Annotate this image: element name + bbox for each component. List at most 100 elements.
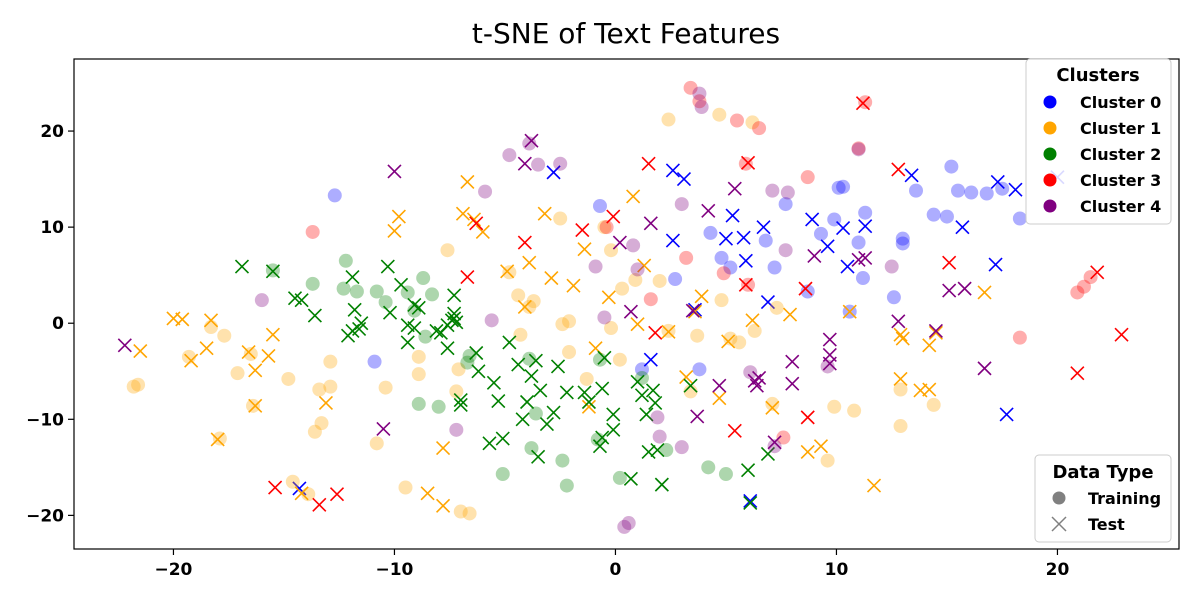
cluster-1-training-point <box>230 366 245 381</box>
cluster-0-training-point <box>692 362 707 377</box>
cluster-1-training-point <box>555 317 570 332</box>
x-tick-label: −10 <box>375 560 413 580</box>
cluster-1-training-point <box>712 107 727 122</box>
cluster-1-training-point <box>411 367 426 382</box>
cluster-2-training-point <box>305 276 320 291</box>
cluster-4-training-point <box>630 262 645 277</box>
cluster-0-training-point <box>714 250 729 265</box>
cluster-0-training-point <box>855 271 870 286</box>
cluster-1-training-point <box>769 300 784 315</box>
cluster-1-test-point <box>694 289 709 304</box>
cluster-0-test-point <box>955 220 970 235</box>
cluster-4-training-point <box>254 293 269 308</box>
cluster-0-training-point <box>944 159 959 174</box>
cluster-2-test-point <box>471 364 486 379</box>
cluster-0-training-point <box>851 235 866 250</box>
legend-clusters-box <box>1025 58 1172 225</box>
cluster-2-test-point <box>654 477 669 492</box>
cluster-4-training-point <box>765 183 780 198</box>
cluster-4-test-point <box>517 156 532 171</box>
cluster-0-training-point <box>758 233 773 248</box>
cluster-2-test-point <box>645 383 661 398</box>
cluster-1-test-point <box>175 312 190 327</box>
cluster-3-test-point <box>648 325 663 340</box>
cluster-0-test-point <box>736 230 751 245</box>
cluster-4-training-point <box>484 313 499 328</box>
cluster-3-test-point <box>641 156 656 171</box>
cluster-1-test-point <box>842 304 857 319</box>
cluster-1-training-point <box>615 281 630 296</box>
cluster-2-test-point <box>449 315 464 330</box>
cluster-4-training-point <box>502 148 517 163</box>
cluster-0-test-point <box>836 221 851 236</box>
cluster-2-test-point <box>524 368 539 384</box>
cluster-2-test-point <box>683 378 698 393</box>
cluster-2-test-point <box>531 449 546 464</box>
cluster-1-test-point <box>745 313 760 328</box>
cluster-2-training-point <box>612 470 627 485</box>
cluster-2-test-point <box>502 335 517 350</box>
cluster-0-training-point <box>723 260 738 275</box>
cluster-4-test-point <box>807 248 822 264</box>
cluster-1-test-point <box>517 299 532 314</box>
cluster-1-training-point <box>453 504 468 519</box>
cluster-1-test-point <box>248 398 263 413</box>
cluster-3-training-point <box>800 170 815 185</box>
cluster-1-test-point <box>977 285 992 300</box>
cluster-1-training-point <box>323 379 338 394</box>
cluster-3-training-point <box>683 80 698 95</box>
cluster-1-training-point <box>747 323 762 338</box>
cluster-2-test-point <box>533 383 548 398</box>
cluster-0-training-point <box>1012 211 1027 226</box>
cluster-2-test-point <box>400 335 415 350</box>
cluster-3-training-point <box>716 266 731 281</box>
cluster-2-training-point <box>718 467 733 482</box>
cluster-1-training-point <box>212 431 227 446</box>
cluster-3-test-point <box>855 96 871 111</box>
cluster-1-test-point <box>630 317 645 332</box>
cluster-4-training-point <box>694 100 709 115</box>
cluster-2-test-point <box>469 345 484 361</box>
cluster-0-training-point <box>813 226 828 241</box>
cluster-3-test-point <box>312 497 327 512</box>
cluster-4-training-point <box>674 440 689 455</box>
x-tick-label: 0 <box>610 560 622 580</box>
cluster-1-test-point <box>241 344 256 360</box>
cluster-4-training-point <box>851 142 866 157</box>
x-tick-label: −20 <box>154 560 192 580</box>
cluster-4-test-point <box>623 304 638 319</box>
cluster-3-test-point <box>800 410 815 425</box>
cluster-1-training-point <box>628 272 643 287</box>
legend-clusters-entries: Cluster 0 Cluster 1 Cluster 2 Cluster 3 Clus… <box>1043 93 1161 216</box>
chart-title: t-SNE of Text Features <box>472 17 780 50</box>
cluster-4-training-point <box>674 197 689 212</box>
cluster-0-training-point <box>909 183 924 198</box>
cluster-3-test-point <box>738 277 753 292</box>
cluster-1-test-point <box>893 371 908 387</box>
cluster-1-test-point <box>387 223 402 239</box>
cluster-2-test-point <box>630 374 645 389</box>
cluster-1-test-point <box>318 395 334 411</box>
cluster-2-test-point <box>648 395 663 411</box>
cluster-1-training-point <box>204 320 219 335</box>
cluster-0-test-point <box>546 165 561 180</box>
cluster-1-training-point <box>246 398 261 413</box>
cluster-0-training-point <box>836 179 851 194</box>
cluster-3-test-point <box>891 162 906 177</box>
cluster-2-test-point <box>546 405 561 420</box>
cluster-4-training-point <box>621 516 636 531</box>
cluster-0-test-point <box>805 212 820 227</box>
x-tick-label: 10 <box>825 560 849 580</box>
ticks-layer: −20 −10 0 10 20 −20 −10 0 10 20 <box>26 122 1069 580</box>
cluster-2-test-point <box>447 288 462 303</box>
cluster-2-test-point <box>650 442 665 458</box>
cluster-4-training-point <box>692 86 707 101</box>
cluster-2-test-point <box>606 407 621 422</box>
cluster-1-training-point <box>462 506 477 521</box>
cluster-1-training-point <box>449 384 464 399</box>
cluster-1-training-point <box>411 349 426 364</box>
cluster-2-test-point <box>447 306 462 321</box>
cluster-1-test-point <box>294 486 309 501</box>
cluster-2-training-point <box>495 467 510 482</box>
cluster-2-training-point <box>462 348 477 363</box>
